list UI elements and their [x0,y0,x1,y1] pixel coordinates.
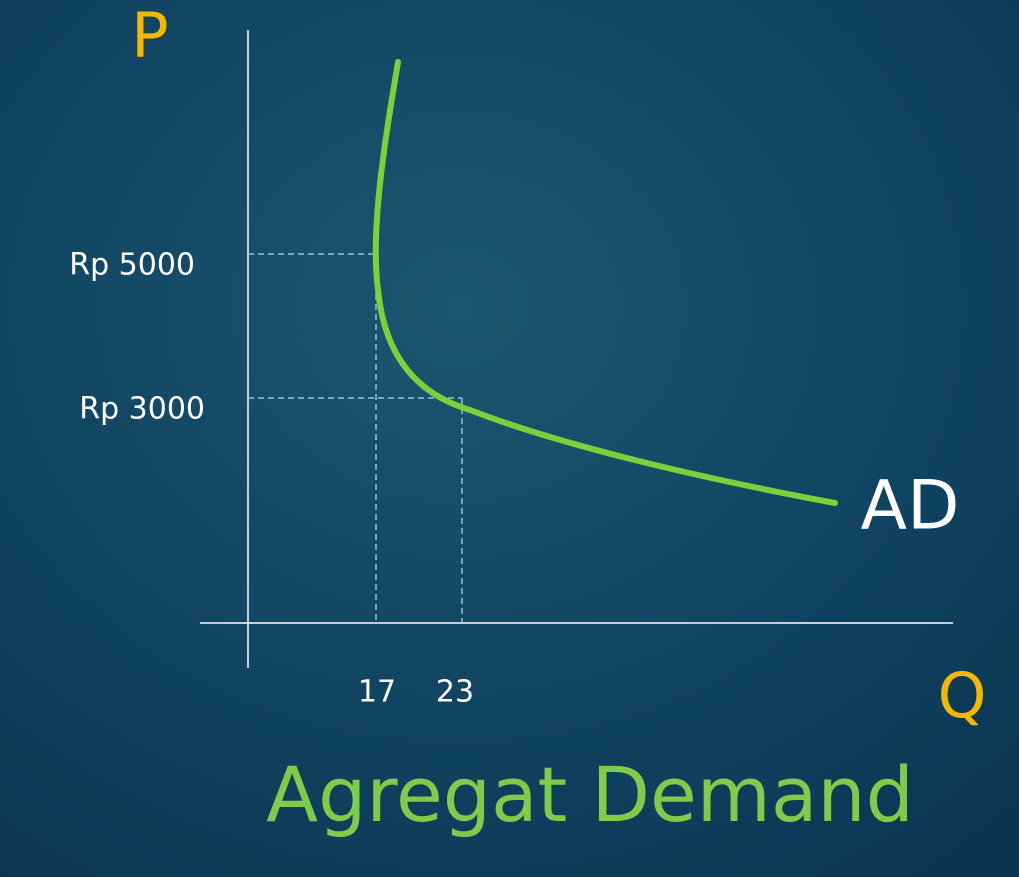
ad-curve [372,59,838,506]
y-axis-label: P [131,0,168,72]
curve-label: AD [861,467,960,546]
x-axis-label: Q [938,659,987,732]
y-tick-label: Rp 3000 [79,392,205,427]
x-tick-label: 23 [436,675,474,710]
y-tick-label: Rp 5000 [69,248,195,283]
x-tick-label: 17 [358,675,396,710]
title: Agregat Demand [266,750,914,839]
